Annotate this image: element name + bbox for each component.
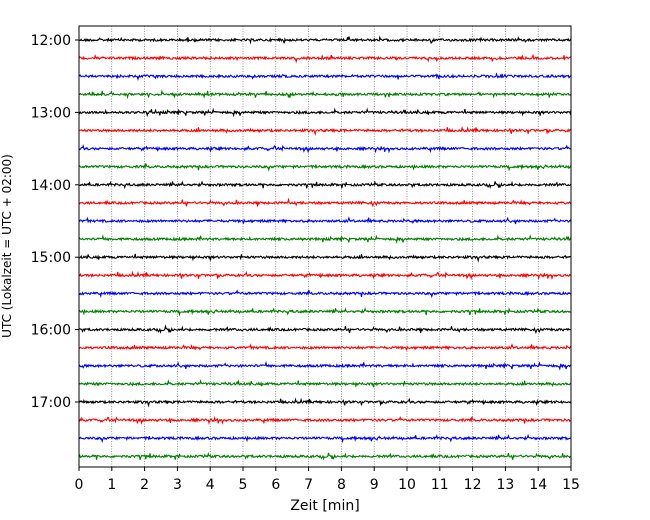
x-axis-label: Zeit [min] bbox=[290, 498, 359, 514]
trace-layer bbox=[78, 35, 572, 461]
trace-line bbox=[78, 451, 572, 461]
trace-line bbox=[78, 107, 572, 118]
y-axis-label: UTC (Lokalzeit = UTC + 02:00) bbox=[0, 154, 14, 338]
trace-line bbox=[78, 324, 572, 334]
y-tick-label: 12:00 bbox=[31, 33, 71, 49]
x-tick-label: 4 bbox=[206, 477, 215, 493]
trace-line bbox=[78, 125, 572, 137]
trace-line bbox=[78, 360, 572, 371]
x-tick-label: 15 bbox=[562, 477, 580, 493]
x-tick-label: 7 bbox=[304, 477, 313, 493]
trace-line bbox=[78, 180, 572, 190]
trace-line bbox=[78, 197, 572, 208]
plot-frame bbox=[78, 25, 572, 468]
trace-line bbox=[78, 397, 572, 408]
y-tick-label: 15:00 bbox=[31, 250, 71, 266]
x-axis-ticks: 0 1 2 3 4 5 6 7 8 9 10 11 12 13 14 15 bbox=[75, 467, 580, 493]
trace-line bbox=[78, 289, 572, 299]
x-tick-label: 1 bbox=[107, 477, 116, 493]
x-tick-label: 6 bbox=[271, 477, 280, 493]
x-tick-label: 0 bbox=[75, 477, 84, 493]
trace-line bbox=[78, 433, 572, 444]
trace-line bbox=[78, 307, 572, 317]
x-tick-label: 11 bbox=[431, 477, 449, 493]
trace-line bbox=[78, 35, 572, 45]
x-tick-label: 2 bbox=[140, 477, 149, 493]
x-tick-label: 14 bbox=[529, 477, 547, 493]
y-axis-ticks: 12:00 13:00 14:00 15:00 16:00 17:00 bbox=[31, 33, 79, 411]
x-tick-label: 3 bbox=[173, 477, 182, 493]
trace-line bbox=[78, 378, 572, 389]
y-tick-label: 17:00 bbox=[31, 395, 71, 411]
trace-line bbox=[78, 343, 572, 351]
x-tick-label: 10 bbox=[398, 477, 416, 493]
y-tick-label: 14:00 bbox=[31, 178, 71, 194]
trace-line bbox=[78, 53, 572, 64]
y-tick-label: 13:00 bbox=[31, 105, 71, 121]
trace-line bbox=[78, 253, 572, 263]
x-tick-label: 8 bbox=[337, 477, 346, 493]
trace-line bbox=[78, 234, 572, 245]
trace-line bbox=[78, 89, 572, 100]
x-tick-label: 5 bbox=[239, 477, 248, 493]
x-tick-label: 9 bbox=[370, 477, 379, 493]
trace-line bbox=[78, 163, 572, 172]
x-tick-label: 12 bbox=[464, 477, 482, 493]
trace-line bbox=[78, 144, 572, 154]
grid-layer bbox=[111, 26, 539, 467]
trace-line bbox=[78, 270, 572, 281]
trace-line bbox=[78, 72, 572, 82]
x-tick-label: 13 bbox=[496, 477, 514, 493]
y-tick-label: 16:00 bbox=[31, 323, 71, 339]
trace-line bbox=[78, 216, 572, 225]
trace-line bbox=[78, 415, 572, 425]
